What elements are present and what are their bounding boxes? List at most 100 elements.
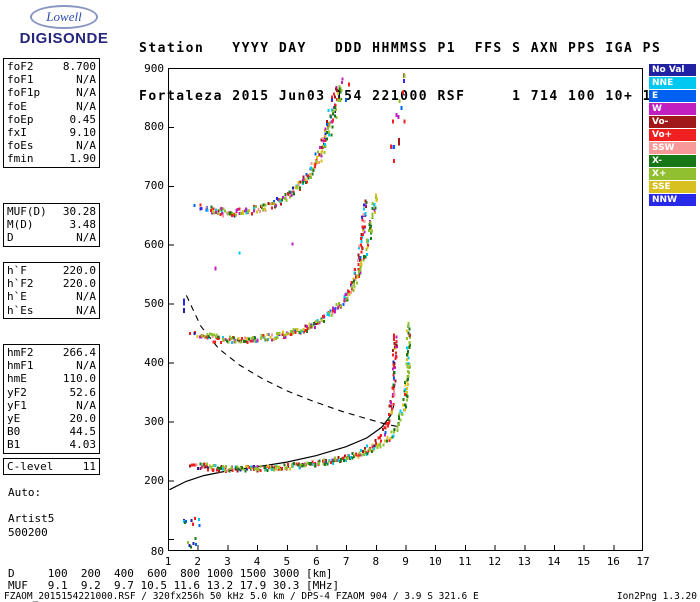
param-row-yF2: yF2 52.6 bbox=[7, 386, 96, 399]
param-name: foF2 bbox=[7, 60, 34, 73]
param-name: h`F2 bbox=[7, 277, 34, 291]
param-name: yF1 bbox=[7, 398, 27, 412]
param-value: 30.28 bbox=[62, 205, 96, 218]
param-name: hmE bbox=[7, 372, 27, 386]
y-tick-label-80: 80 bbox=[150, 544, 164, 558]
param-value: 3.48 bbox=[69, 218, 97, 232]
direction-legend: No Val NNE E W Vo- Vo+ SSW X- X+ SSE NNW bbox=[649, 64, 696, 207]
param-row-B0: B0 44.5 bbox=[7, 425, 96, 438]
param-name: C-level bbox=[7, 460, 54, 473]
param-row-Clevel: C-level 11 bbox=[7, 460, 96, 473]
param-row-hmF2: hmF2 266.4 bbox=[7, 346, 96, 359]
digisonde-logo: Lowell DIGISONDE bbox=[8, 5, 120, 47]
legend-item-no-val: No Val bbox=[649, 64, 696, 76]
param-row-hE: h`E N/A bbox=[7, 290, 96, 303]
param-row-hEs: h`Es N/A bbox=[7, 304, 96, 317]
status-bar-left: FZAOM_2015154221000.RSF / 320fx256h 50 k… bbox=[4, 591, 479, 602]
param-name: fxI bbox=[7, 126, 27, 140]
x-tick-label-13: 13 bbox=[517, 555, 531, 568]
trace-f-trace-1hop-x bbox=[199, 322, 412, 473]
param-value: 0.45 bbox=[69, 112, 97, 126]
trace-sporadic-e-upper bbox=[182, 517, 201, 528]
param-row-foF1p: foF1p N/A bbox=[7, 86, 96, 99]
param-row-MUFD: MUF(D) 30.28 bbox=[7, 205, 96, 218]
param-row-foF2: foF2 8.700 bbox=[7, 60, 96, 73]
param-row-hF2: h`F2 220.0 bbox=[7, 277, 96, 290]
param-name: M(D) bbox=[7, 218, 34, 232]
param-value: 4.03 bbox=[69, 438, 97, 452]
param-value: N/A bbox=[76, 73, 96, 87]
param-name: hmF1 bbox=[7, 359, 34, 373]
param-row-foF1: foF1 N/A bbox=[7, 73, 96, 86]
axis-ticks bbox=[168, 68, 644, 550]
param-group-1: MUF(D) 30.28 M(D) 3.48 D N/A bbox=[3, 203, 100, 247]
param-value: N/A bbox=[76, 139, 96, 153]
param-name: hmF2 bbox=[7, 346, 34, 359]
param-row-yF1: yF1 N/A bbox=[7, 399, 96, 412]
param-footer-1: Artist5 bbox=[8, 512, 55, 525]
param-row-foEs: foEs N/A bbox=[7, 139, 96, 152]
plot-frame bbox=[168, 68, 643, 551]
muf-transmission-curve bbox=[185, 295, 399, 428]
trace-f-trace-3hop-o bbox=[193, 86, 339, 218]
param-value: N/A bbox=[76, 359, 96, 373]
x-tick-label-4: 4 bbox=[253, 555, 261, 568]
param-value: N/A bbox=[76, 303, 96, 317]
legend-item-ssw: SSW bbox=[649, 142, 696, 154]
x-tick-label-14: 14 bbox=[547, 555, 561, 568]
param-row-fmin: fmin 1.90 bbox=[7, 152, 96, 165]
muf-distance-table: D 100 200 400 600 800 1000 1500 3000 [km… bbox=[8, 568, 339, 592]
param-value: 266.4 bbox=[62, 346, 96, 359]
param-name: h`F bbox=[7, 264, 27, 277]
x-tick-label-3: 3 bbox=[224, 555, 231, 568]
param-value: 11 bbox=[82, 460, 96, 473]
trace-f-trace-2hop-x bbox=[201, 193, 378, 344]
x-tick-label-1: 1 bbox=[164, 555, 172, 568]
param-value: 1.90 bbox=[69, 152, 97, 166]
logo-brand-text: DIGISONDE bbox=[19, 30, 109, 47]
legend-item-nnw: NNW bbox=[649, 194, 696, 206]
trace-f-trace-1hop-o bbox=[189, 333, 398, 474]
ionogram-canvas bbox=[168, 68, 644, 551]
y-tick-label-900: 900 bbox=[144, 61, 164, 75]
legend-item-w: W bbox=[649, 103, 696, 115]
legend-item-vo-: Vo- bbox=[649, 116, 696, 128]
param-value: 9.10 bbox=[69, 126, 97, 140]
true-height-profile-curve bbox=[169, 403, 395, 491]
logo-oval: Lowell bbox=[30, 5, 98, 29]
param-name: B1 bbox=[7, 438, 21, 452]
param-value: 110.0 bbox=[62, 372, 96, 386]
param-name: foEs bbox=[7, 139, 34, 153]
x-tick-label-11: 11 bbox=[458, 555, 472, 568]
x-tick-label-8: 8 bbox=[372, 555, 380, 568]
distance-table-row-d: D 100 200 400 600 800 1000 1500 3000 [km… bbox=[8, 567, 333, 580]
param-row-hF: h`F 220.0 bbox=[7, 264, 96, 277]
y-tick-label-800: 800 bbox=[144, 120, 164, 134]
y-tick-label-500: 500 bbox=[144, 297, 164, 311]
x-tick-label-7: 7 bbox=[342, 555, 350, 568]
param-value: 20.0 bbox=[69, 412, 97, 426]
param-name: MUF(D) bbox=[7, 205, 47, 218]
legend-item-e: E bbox=[649, 90, 696, 102]
status-bar-right: Ion2Png 1.3.20 bbox=[616, 591, 697, 602]
param-row-D: D N/A bbox=[7, 231, 96, 244]
param-group-0: foF2 8.700 foF1 N/A foF1p N/A foE N/A foEp 0.45 fx… bbox=[3, 58, 100, 168]
param-name: yE bbox=[7, 412, 21, 426]
param-row-B1: B1 4.03 bbox=[7, 438, 96, 451]
x-tick-label-10: 10 bbox=[428, 555, 442, 568]
x-tick-label-15: 15 bbox=[577, 555, 591, 568]
x-tick-label-5: 5 bbox=[283, 555, 291, 568]
x-tick-label-9: 9 bbox=[402, 555, 409, 568]
trace-spread-echoes-top bbox=[389, 73, 406, 149]
param-group-4: C-level 11 bbox=[3, 458, 100, 476]
param-value: N/A bbox=[76, 99, 96, 113]
legend-item-nne: NNE bbox=[649, 77, 696, 89]
ionogram-plot bbox=[168, 68, 644, 551]
legend-item-vo-: Vo+ bbox=[649, 129, 696, 141]
x-tick-label-2: 2 bbox=[194, 555, 201, 568]
param-value: N/A bbox=[76, 398, 96, 412]
param-name: foF1 bbox=[7, 73, 34, 87]
y-tick-label-700: 700 bbox=[144, 179, 164, 193]
param-name: foEp bbox=[7, 112, 34, 126]
param-value: N/A bbox=[76, 86, 96, 100]
